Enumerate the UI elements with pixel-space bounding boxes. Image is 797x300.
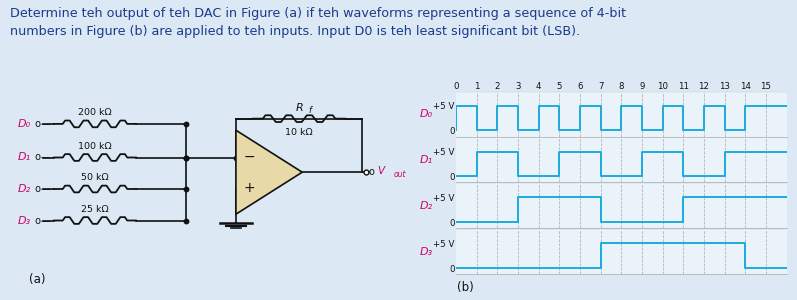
Text: Determine teh output of teh DAC in Figure (a) if teh waveforms representing a se: Determine teh output of teh DAC in Figur… [10,7,626,38]
Text: 10 kΩ: 10 kΩ [285,128,313,137]
Text: V: V [377,166,384,176]
Text: 25 kΩ: 25 kΩ [81,205,109,214]
Text: D₂: D₂ [419,201,433,211]
Text: 50 kΩ: 50 kΩ [81,173,109,182]
Text: (a): (a) [29,273,45,286]
Text: o: o [368,167,375,177]
Text: D₀: D₀ [419,109,433,119]
Text: R: R [295,103,303,113]
Text: D₁: D₁ [419,155,433,165]
Text: (b): (b) [457,281,474,295]
Text: D₂: D₂ [18,184,31,194]
Polygon shape [236,130,302,214]
Text: D₃: D₃ [419,247,433,257]
Text: D₃: D₃ [18,215,31,226]
Text: D₀: D₀ [18,119,31,129]
Text: −: − [243,149,255,164]
Text: out: out [394,170,406,179]
Text: +: + [243,181,255,195]
Text: 200 kΩ: 200 kΩ [78,108,112,117]
Text: o—: o— [32,119,50,129]
Text: D₁: D₁ [18,152,31,163]
Text: o—: o— [32,215,50,226]
Text: f: f [308,106,312,115]
Text: 100 kΩ: 100 kΩ [78,142,112,151]
Text: o—: o— [32,152,50,163]
Text: o—: o— [32,184,50,194]
